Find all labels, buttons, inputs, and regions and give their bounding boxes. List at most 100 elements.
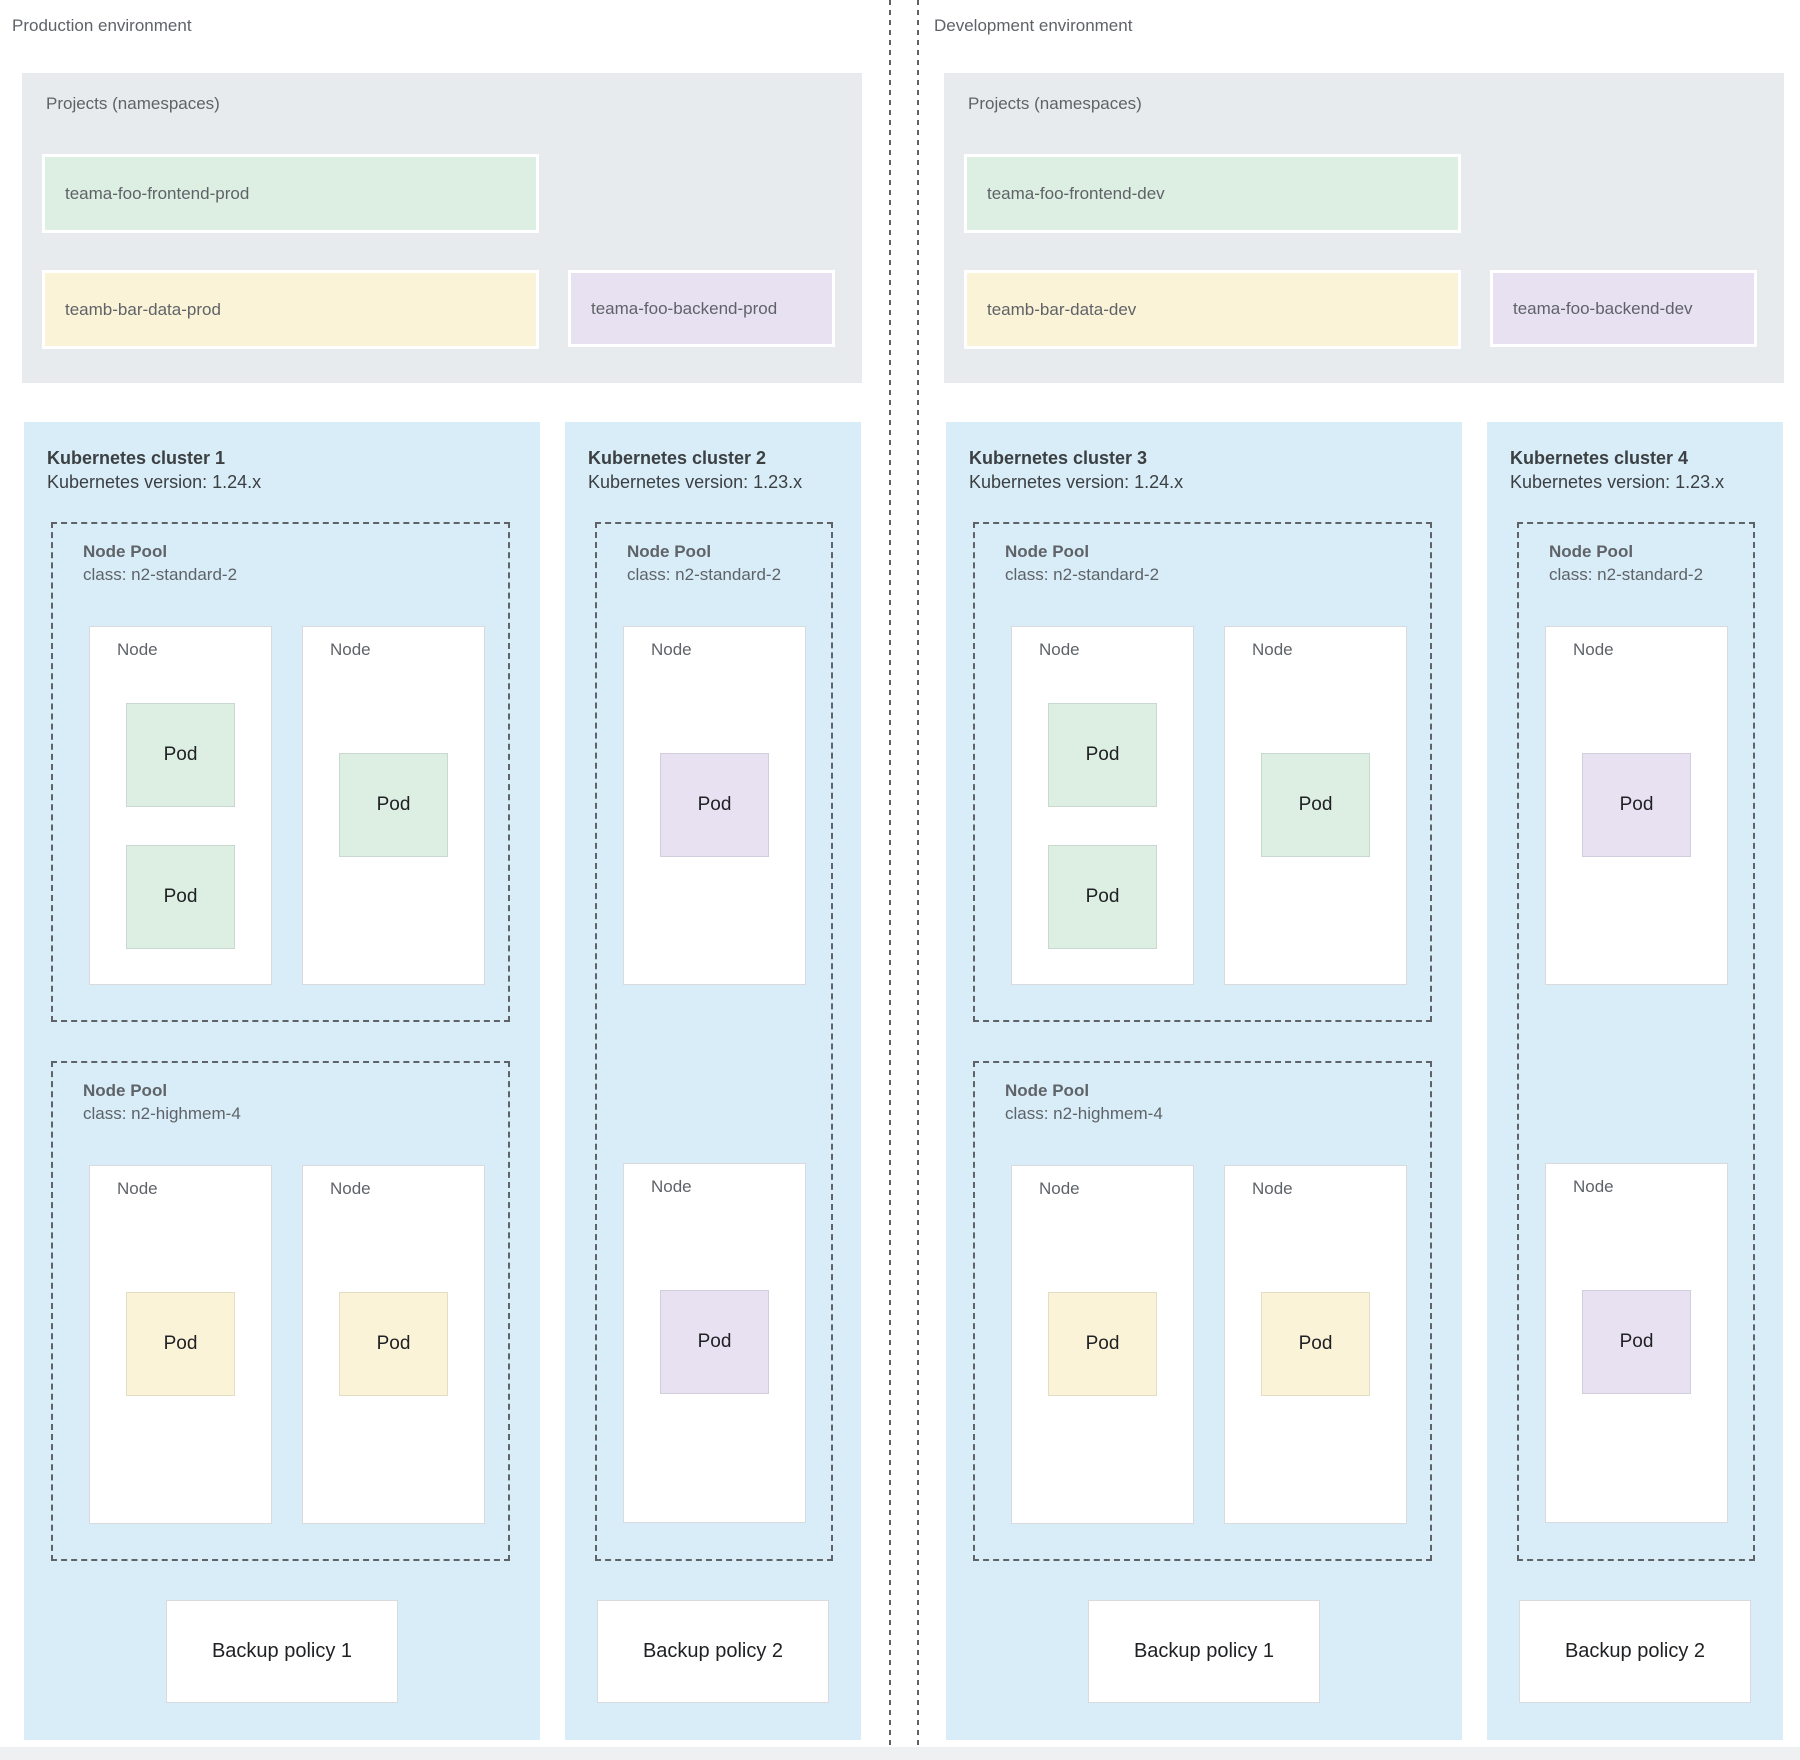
node: Node Pod Pod [1011,626,1194,985]
backup-policy-box: Backup policy 2 [1519,1600,1751,1703]
node-label: Node [651,640,692,659]
node-pool-standard: Node Pool class: n2-standard-2 Node Pod … [595,522,833,1561]
node-pool-class: class: n2-standard-2 [1005,565,1160,584]
projects-panel-title: Projects (namespaces) [968,94,1142,113]
node-pool-title: Node Pool [1549,542,1634,561]
kubernetes-cluster-4: Kubernetes cluster 4 Kubernetes version:… [1487,422,1783,1740]
node-pool-class: class: n2-standard-2 [627,565,782,584]
pod: Pod [126,845,235,949]
project-namespace-box-backend: teama-foo-backend-prod [568,270,835,347]
node: Node Pod Pod [89,626,272,985]
node: Node Pod [302,1165,485,1524]
environment-divider-line [917,0,919,1760]
node: Node Pod [1545,626,1728,985]
node: Node Pod [1011,1165,1194,1524]
node-pool-heading: Node Pool class: n2-highmem-4 [1005,1079,1163,1125]
cluster-version: Kubernetes version: 1.23.x [1510,472,1725,492]
node-label: Node [1573,640,1614,659]
pod: Pod [1261,753,1370,857]
pod: Pod [1048,1292,1157,1396]
node-label: Node [1573,1177,1614,1196]
node-label: Node [1039,640,1080,659]
backup-policy-box: Backup policy 1 [1088,1600,1320,1703]
node-pool-highmem: Node Pool class: n2-highmem-4 Node Pod N… [51,1061,510,1561]
cluster-name: Kubernetes cluster 3 [969,448,1148,468]
cluster-heading: Kubernetes cluster 1 Kubernetes version:… [47,446,261,494]
pod: Pod [1048,845,1157,949]
project-namespace-box-frontend: teama-foo-frontend-dev [964,154,1461,233]
cluster-heading: Kubernetes cluster 4 Kubernetes version:… [1510,446,1724,494]
backup-policy-box: Backup policy 1 [166,1600,398,1703]
projects-panel: Projects (namespaces) teama-foo-frontend… [22,73,862,383]
pod: Pod [126,1292,235,1396]
cluster-name: Kubernetes cluster 4 [1510,448,1689,468]
node: Node Pod [623,626,806,985]
node: Node Pod [302,626,485,985]
project-namespace-box-data: teamb-bar-data-dev [964,270,1461,349]
node-label: Node [1252,640,1293,659]
pod: Pod [1048,703,1157,807]
node-pool-class: class: n2-highmem-4 [83,1104,241,1123]
kubernetes-cluster-1: Kubernetes cluster 1 Kubernetes version:… [24,422,540,1740]
cluster-version: Kubernetes version: 1.24.x [969,472,1184,492]
projects-panel-title: Projects (namespaces) [46,94,220,113]
pod: Pod [660,753,769,857]
project-namespace-box-backend: teama-foo-backend-dev [1490,270,1757,347]
project-namespace-box-data: teamb-bar-data-prod [42,270,539,349]
cluster-heading: Kubernetes cluster 2 Kubernetes version:… [588,446,802,494]
kubernetes-cluster-2: Kubernetes cluster 2 Kubernetes version:… [565,422,861,1740]
node-label: Node [1252,1179,1293,1198]
kubernetes-cluster-3: Kubernetes cluster 3 Kubernetes version:… [946,422,1462,1740]
bottom-edge-strip [0,1747,1800,1760]
environment-label: Development environment [934,16,1133,35]
node: Node Pod [1545,1163,1728,1523]
pod: Pod [1582,1290,1691,1394]
node-label: Node [117,640,158,659]
pod: Pod [1261,1292,1370,1396]
environment-divider-line [889,0,891,1760]
cluster-name: Kubernetes cluster 2 [588,448,767,468]
node: Node Pod [1224,626,1407,985]
pod: Pod [339,753,448,857]
node: Node Pod [1224,1165,1407,1524]
pod: Pod [339,1292,448,1396]
projects-panel: Projects (namespaces) teama-foo-frontend… [944,73,1784,383]
node-pool-heading: Node Pool class: n2-standard-2 [627,540,781,586]
development-environment: Development environment Projects (namesp… [922,0,1800,1760]
node-pool-highmem: Node Pool class: n2-highmem-4 Node Pod N… [973,1061,1432,1561]
environment-label: Production environment [12,16,192,35]
node-pool-title: Node Pool [83,542,168,561]
node-label: Node [117,1179,158,1198]
node-pool-class: class: n2-standard-2 [83,565,238,584]
backup-policy-box: Backup policy 2 [597,1600,829,1703]
project-namespace-box-frontend: teama-foo-frontend-prod [42,154,539,233]
node-pool-standard: Node Pool class: n2-standard-2 Node Pod … [1517,522,1755,1561]
node-pool-heading: Node Pool class: n2-standard-2 [83,540,237,586]
node-pool-heading: Node Pool class: n2-highmem-4 [83,1079,241,1125]
pod: Pod [1582,753,1691,857]
node-pool-class: class: n2-standard-2 [1549,565,1704,584]
node-label: Node [1039,1179,1080,1198]
node-pool-title: Node Pool [83,1081,168,1100]
node-pool-class: class: n2-highmem-4 [1005,1104,1163,1123]
node-pool-standard: Node Pool class: n2-standard-2 Node Pod … [51,522,510,1022]
node-pool-standard: Node Pool class: n2-standard-2 Node Pod … [973,522,1432,1022]
node-pool-heading: Node Pool class: n2-standard-2 [1549,540,1703,586]
node-pool-title: Node Pool [627,542,712,561]
node: Node Pod [89,1165,272,1524]
node: Node Pod [623,1163,806,1523]
node-label: Node [330,1179,371,1198]
node-pool-title: Node Pool [1005,1081,1090,1100]
pod: Pod [660,1290,769,1394]
node-pool-title: Node Pool [1005,542,1090,561]
pod: Pod [126,703,235,807]
cluster-heading: Kubernetes cluster 3 Kubernetes version:… [969,446,1183,494]
node-label: Node [330,640,371,659]
node-label: Node [651,1177,692,1196]
node-pool-heading: Node Pool class: n2-standard-2 [1005,540,1159,586]
cluster-name: Kubernetes cluster 1 [47,448,226,468]
production-environment: Production environment Projects (namespa… [0,0,878,1760]
cluster-version: Kubernetes version: 1.23.x [588,472,803,492]
cluster-version: Kubernetes version: 1.24.x [47,472,262,492]
